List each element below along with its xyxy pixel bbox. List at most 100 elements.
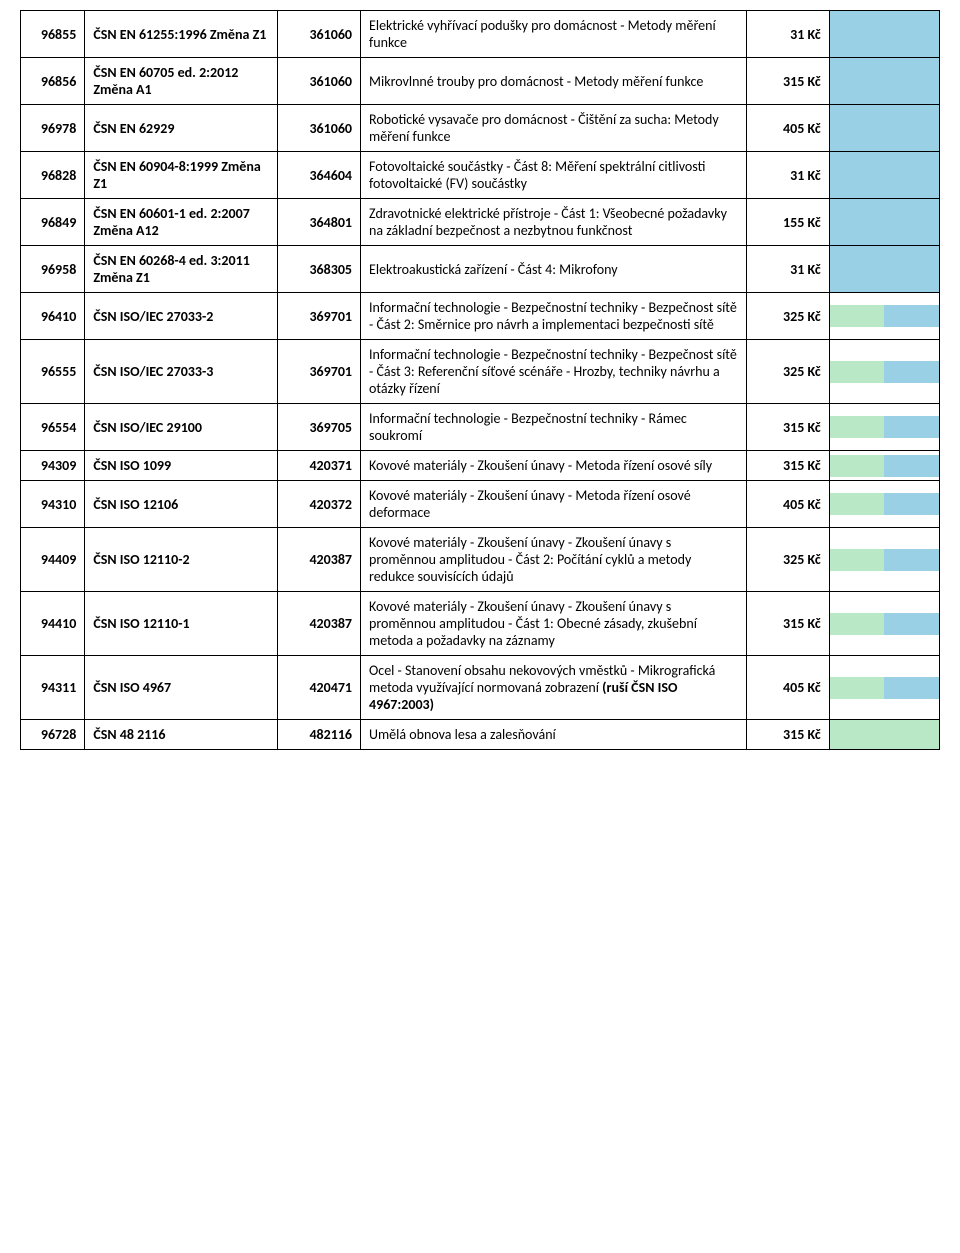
flag-cell xyxy=(829,656,939,720)
row-code: 482116 xyxy=(278,720,361,750)
table-row: 96855ČSN EN 61255:1996 Změna Z1361060Ele… xyxy=(21,11,940,58)
row-id: 96555 xyxy=(21,340,85,404)
row-standard: ČSN ISO 12106 xyxy=(85,481,278,528)
table-row: 96958ČSN EN 60268-4 ed. 3:2011 Změna Z13… xyxy=(21,246,940,293)
row-description: Elektrické vyhřívací podušky pro domácno… xyxy=(361,11,747,58)
flag-cell xyxy=(829,451,939,481)
row-code: 361060 xyxy=(278,11,361,58)
row-standard: ČSN EN 60904-8:1999 Změna Z1 xyxy=(85,152,278,199)
row-id: 96978 xyxy=(21,105,85,152)
flag-cell xyxy=(829,11,939,58)
row-standard: ČSN ISO 1099 xyxy=(85,451,278,481)
row-standard: ČSN ISO/IEC 27033-2 xyxy=(85,293,278,340)
row-standard: ČSN EN 60705 ed. 2:2012 Změna A1 xyxy=(85,58,278,105)
flag-cell xyxy=(829,340,939,404)
table-row: 94309ČSN ISO 1099420371Kovové materiály … xyxy=(21,451,940,481)
row-code: 368305 xyxy=(278,246,361,293)
flag-cell xyxy=(829,58,939,105)
row-id: 94410 xyxy=(21,592,85,656)
row-price: 325 Kč xyxy=(747,340,830,404)
row-description: Informační technologie - Bezpečnostní te… xyxy=(361,404,747,451)
row-description: Elektroakustická zařízení - Část 4: Mikr… xyxy=(361,246,747,293)
table-row: 96849ČSN EN 60601-1 ed. 2:2007 Změna A12… xyxy=(21,199,940,246)
row-id: 96554 xyxy=(21,404,85,451)
row-description: Zdravotnické elektrické přístroje - Část… xyxy=(361,199,747,246)
flag-cell xyxy=(829,105,939,152)
row-description: Umělá obnova lesa a zalesňování xyxy=(361,720,747,750)
row-description: Kovové materiály - Zkoušení únavy - Zkou… xyxy=(361,528,747,592)
row-description: Mikrovlnné trouby pro domácnost - Metody… xyxy=(361,58,747,105)
row-code: 420387 xyxy=(278,592,361,656)
row-id: 94311 xyxy=(21,656,85,720)
row-code: 364801 xyxy=(278,199,361,246)
row-standard: ČSN ISO/IEC 27033-3 xyxy=(85,340,278,404)
row-standard: ČSN 48 2116 xyxy=(85,720,278,750)
row-description: Robotické vysavače pro domácnost - Čiště… xyxy=(361,105,747,152)
row-price: 315 Kč xyxy=(747,720,830,750)
row-price: 315 Kč xyxy=(747,58,830,105)
flag-cell xyxy=(829,528,939,592)
row-description: Kovové materiály - Zkoušení únavy - Zkou… xyxy=(361,592,747,656)
row-description: Kovové materiály - Zkoušení únavy - Meto… xyxy=(361,481,747,528)
row-code: 420387 xyxy=(278,528,361,592)
row-code: 420372 xyxy=(278,481,361,528)
row-price: 155 Kč xyxy=(747,199,830,246)
row-code: 369701 xyxy=(278,293,361,340)
row-description: Fotovoltaické součástky - Část 8: Měření… xyxy=(361,152,747,199)
row-id: 96856 xyxy=(21,58,85,105)
row-id: 96828 xyxy=(21,152,85,199)
flag-cell xyxy=(829,293,939,340)
row-code: 420371 xyxy=(278,451,361,481)
table-row: 94410ČSN ISO 12110-1420387Kovové materiá… xyxy=(21,592,940,656)
row-price: 405 Kč xyxy=(747,105,830,152)
row-standard: ČSN ISO/IEC 29100 xyxy=(85,404,278,451)
row-code: 420471 xyxy=(278,656,361,720)
table-row: 96410ČSN ISO/IEC 27033-2369701Informační… xyxy=(21,293,940,340)
table-row: 94310ČSN ISO 12106420372Kovové materiály… xyxy=(21,481,940,528)
row-code: 364604 xyxy=(278,152,361,199)
row-price: 31 Kč xyxy=(747,152,830,199)
row-standard: ČSN EN 62929 xyxy=(85,105,278,152)
row-price: 405 Kč xyxy=(747,481,830,528)
row-code: 361060 xyxy=(278,105,361,152)
row-standard: ČSN ISO 4967 xyxy=(85,656,278,720)
flag-cell xyxy=(829,592,939,656)
row-price: 315 Kč xyxy=(747,404,830,451)
table-row: 96978ČSN EN 62929361060Robotické vysavač… xyxy=(21,105,940,152)
row-description: Ocel - Stanovení obsahu nekovových vměst… xyxy=(361,656,747,720)
row-price: 31 Kč xyxy=(747,246,830,293)
row-standard: ČSN ISO 12110-1 xyxy=(85,592,278,656)
row-price: 405 Kč xyxy=(747,656,830,720)
row-code: 369705 xyxy=(278,404,361,451)
row-code: 361060 xyxy=(278,58,361,105)
row-price: 315 Kč xyxy=(747,592,830,656)
row-id: 96410 xyxy=(21,293,85,340)
row-price: 325 Kč xyxy=(747,528,830,592)
standards-table: 96855ČSN EN 61255:1996 Změna Z1361060Ele… xyxy=(20,10,940,750)
table-row: 96828ČSN EN 60904-8:1999 Změna Z1364604F… xyxy=(21,152,940,199)
table-row: 96555ČSN ISO/IEC 27033-3369701Informační… xyxy=(21,340,940,404)
row-id: 96855 xyxy=(21,11,85,58)
row-standard: ČSN EN 61255:1996 Změna Z1 xyxy=(85,11,278,58)
flag-cell xyxy=(829,720,939,750)
flag-cell xyxy=(829,404,939,451)
row-description: Informační technologie - Bezpečnostní te… xyxy=(361,340,747,404)
row-description: Informační technologie - Bezpečnostní te… xyxy=(361,293,747,340)
flag-cell xyxy=(829,199,939,246)
flag-cell xyxy=(829,152,939,199)
row-id: 96958 xyxy=(21,246,85,293)
flag-cell xyxy=(829,481,939,528)
table-row: 94409ČSN ISO 12110-2420387Kovové materiá… xyxy=(21,528,940,592)
row-price: 325 Kč xyxy=(747,293,830,340)
table-row: 96554ČSN ISO/IEC 29100369705Informační t… xyxy=(21,404,940,451)
row-standard: ČSN ISO 12110-2 xyxy=(85,528,278,592)
row-id: 94310 xyxy=(21,481,85,528)
row-standard: ČSN EN 60601-1 ed. 2:2007 Změna A12 xyxy=(85,199,278,246)
row-id: 96728 xyxy=(21,720,85,750)
table-row: 94311ČSN ISO 4967420471Ocel - Stanovení … xyxy=(21,656,940,720)
table-row: 96856ČSN EN 60705 ed. 2:2012 Změna A1361… xyxy=(21,58,940,105)
row-id: 96849 xyxy=(21,199,85,246)
row-code: 369701 xyxy=(278,340,361,404)
row-id: 94309 xyxy=(21,451,85,481)
row-standard: ČSN EN 60268-4 ed. 3:2011 Změna Z1 xyxy=(85,246,278,293)
